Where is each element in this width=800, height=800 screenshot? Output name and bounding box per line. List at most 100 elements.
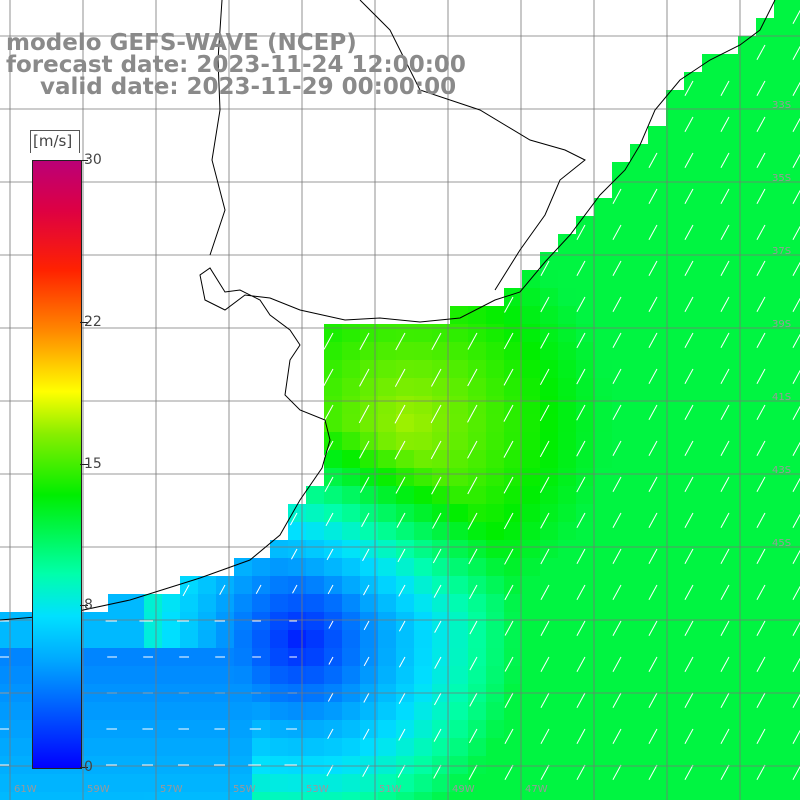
wind-cell — [756, 18, 774, 36]
wind-cell — [144, 774, 162, 792]
latitude-label: 33S — [772, 100, 791, 111]
wind-cell — [738, 234, 756, 252]
wind-cell — [378, 342, 396, 360]
wind-cell — [792, 0, 800, 18]
wind-cell — [522, 792, 540, 800]
wind-cell — [792, 666, 800, 684]
wind-arrow — [398, 584, 406, 597]
wind-cell — [18, 720, 36, 738]
wind-cell — [180, 792, 198, 800]
wind-cell — [666, 774, 684, 792]
wind-cell — [486, 720, 504, 738]
wind-arrow — [612, 764, 622, 780]
wind-arrow — [612, 440, 622, 456]
wind-cell — [774, 702, 792, 720]
wind-cell — [684, 198, 702, 216]
wind-arrow — [576, 512, 586, 529]
latitude-label: 45S — [772, 538, 791, 549]
wind-cell — [594, 666, 612, 684]
wind-arrow — [720, 728, 730, 744]
wind-arrow — [504, 620, 514, 636]
wind-cell — [594, 738, 612, 756]
wind-cell — [558, 306, 576, 324]
wind-cell — [666, 630, 684, 648]
wind-arrow — [648, 764, 658, 780]
wind-cell — [396, 414, 414, 432]
wind-arrow — [362, 764, 370, 777]
wind-arrow — [431, 476, 442, 495]
wind-cell — [522, 486, 540, 504]
wind-cell — [738, 612, 756, 630]
wind-arrow — [327, 584, 334, 595]
wind-cell — [702, 702, 720, 720]
longitude-labels: 61W 59W 57W 55W 53W 51W 49W 47W 33S 35S 37S 39S 41S 4… — [14, 100, 791, 795]
wind-cell — [612, 486, 630, 504]
wind-cell — [342, 648, 360, 666]
latitude-label: 39S — [772, 319, 791, 330]
wind-cell — [774, 180, 792, 198]
wind-cell — [630, 306, 648, 324]
wind-cell — [630, 288, 648, 306]
wind-cell — [666, 378, 684, 396]
wind-cell — [216, 630, 234, 648]
wind-cell — [792, 468, 800, 486]
wind-cell — [486, 468, 504, 486]
wind-cell — [414, 360, 432, 378]
wind-cell — [414, 522, 432, 540]
wind-arrow — [394, 368, 406, 387]
wind-cell — [774, 504, 792, 522]
wind-cell — [792, 180, 800, 198]
wind-arrow — [684, 548, 694, 564]
wind-arrow — [398, 656, 406, 668]
wind-cell — [540, 774, 558, 792]
wind-arrow — [326, 548, 334, 561]
wind-cell — [666, 612, 684, 630]
wind-cell — [522, 594, 540, 612]
wind-arrow — [323, 368, 334, 387]
wind-cell — [774, 666, 792, 684]
wind-arrow — [327, 692, 334, 702]
wind-arrow — [684, 764, 694, 780]
wind-cell — [234, 774, 252, 792]
wind-cell — [468, 378, 486, 396]
wind-cell — [342, 576, 360, 594]
wind-cell — [270, 702, 288, 720]
wind-cell — [234, 594, 252, 612]
wind-cell — [306, 504, 324, 522]
wind-cell — [450, 540, 468, 558]
wind-cell — [450, 522, 468, 540]
wind-cell — [684, 90, 702, 108]
wind-arrow — [576, 296, 586, 312]
wind-cell — [774, 468, 792, 486]
wind-cell — [630, 630, 648, 648]
wind-cell — [378, 612, 396, 630]
wind-cell — [558, 468, 576, 486]
wind-cell — [702, 342, 720, 360]
wind-cell — [234, 666, 252, 684]
wind-cell — [252, 558, 270, 576]
wind-cell — [702, 288, 720, 306]
wind-arrow — [433, 728, 442, 742]
wind-cell — [18, 666, 36, 684]
wind-cell — [306, 774, 324, 792]
wind-cell — [756, 738, 774, 756]
wind-cell — [414, 756, 432, 774]
latitude-label: 41S — [772, 392, 791, 403]
wind-cell — [684, 162, 702, 180]
wind-cell — [324, 702, 342, 720]
wind-cell — [720, 558, 738, 576]
wind-cell — [774, 414, 792, 432]
wind-cell — [342, 720, 360, 738]
wind-cell — [774, 252, 792, 270]
wind-cell — [90, 630, 108, 648]
wind-arrow — [648, 692, 658, 708]
wind-arrow — [684, 116, 694, 132]
wind-cell — [198, 738, 216, 756]
wind-arrow — [648, 476, 658, 492]
wind-cell — [594, 468, 612, 486]
wind-cell — [162, 648, 180, 666]
wind-cell — [198, 648, 216, 666]
wind-cell — [252, 702, 270, 720]
wind-arrow — [292, 584, 298, 594]
